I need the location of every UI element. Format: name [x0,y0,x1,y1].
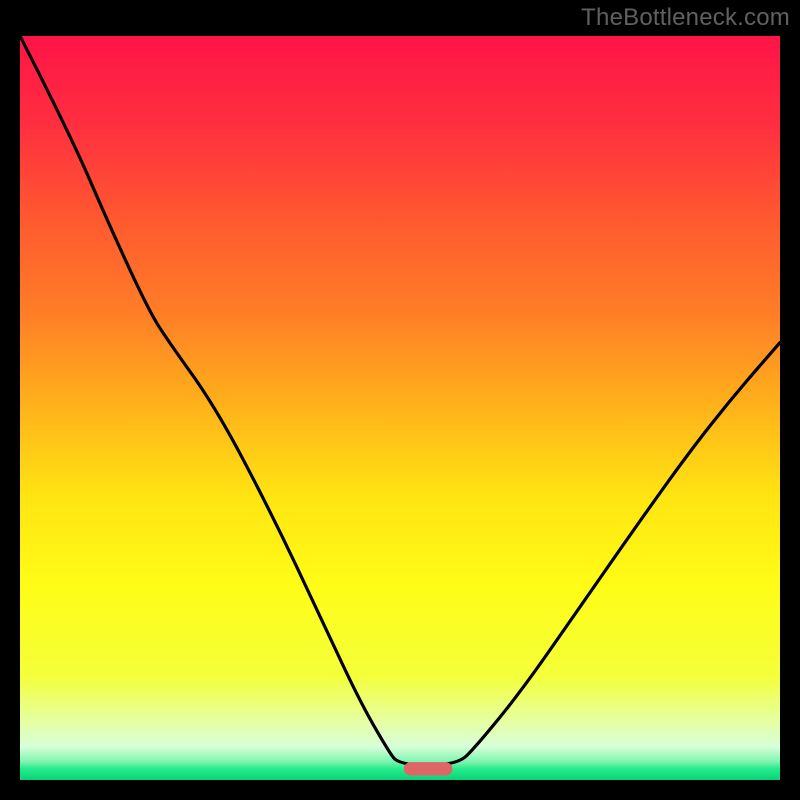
plot-svg [20,36,780,780]
chart-container: TheBottleneck.com [0,0,800,800]
minimum-marker [404,762,453,775]
watermark-text: TheBottleneck.com [581,4,790,32]
gradient-background [20,36,780,780]
plot-area [20,36,780,780]
